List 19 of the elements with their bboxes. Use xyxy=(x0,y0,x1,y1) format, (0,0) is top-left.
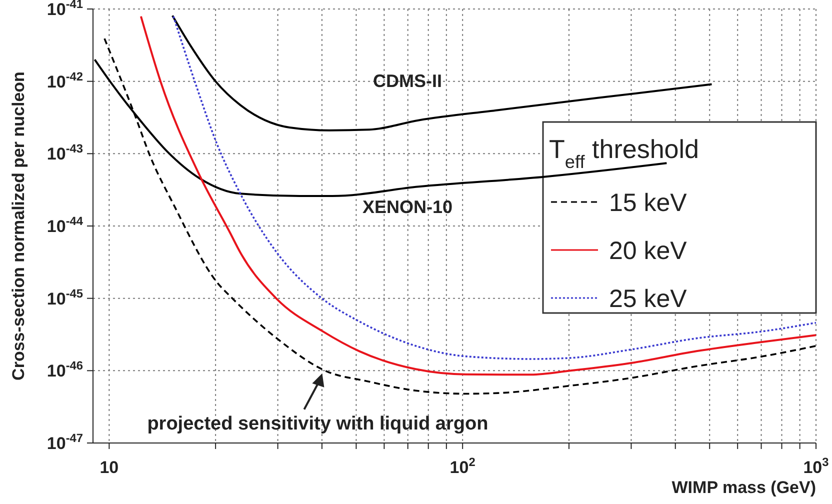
annotation: XENON-10 xyxy=(362,196,453,217)
y-tick-label: 10$^{-42}$ xyxy=(46,69,84,92)
x-tick-label: 10$^{3}$ xyxy=(803,455,830,477)
y-tick-label: 10$^{-44}$ xyxy=(46,214,84,236)
annotation: CDMS-II xyxy=(373,71,442,92)
y-tick-label: 10$^{-47}$ xyxy=(46,431,84,453)
y-tick-label: 10$^{-41}$ xyxy=(46,0,84,19)
legend-label: 25 keV xyxy=(609,285,688,313)
y-tick-label: 10$^{-43}$ xyxy=(46,142,84,164)
y-tick-label: 10$^{-46}$ xyxy=(46,358,84,381)
annotation: projected sensitivity with liquid argon xyxy=(147,413,488,434)
y-tick-label: 10$^{-45}$ xyxy=(46,286,84,308)
x-axis-title: WIMP mass (GeV) xyxy=(672,478,816,497)
x-tick-label: 10$^{2}$ xyxy=(450,455,476,477)
legend-label: 15 keV xyxy=(609,189,688,217)
legend-label: 20 keV xyxy=(609,237,688,265)
y-axis-title: Cross-section normalized per nucleon xyxy=(9,72,28,380)
x-tick-label: 10 xyxy=(100,458,119,477)
legend-title: T$_{eff}$ threshold xyxy=(549,134,699,172)
